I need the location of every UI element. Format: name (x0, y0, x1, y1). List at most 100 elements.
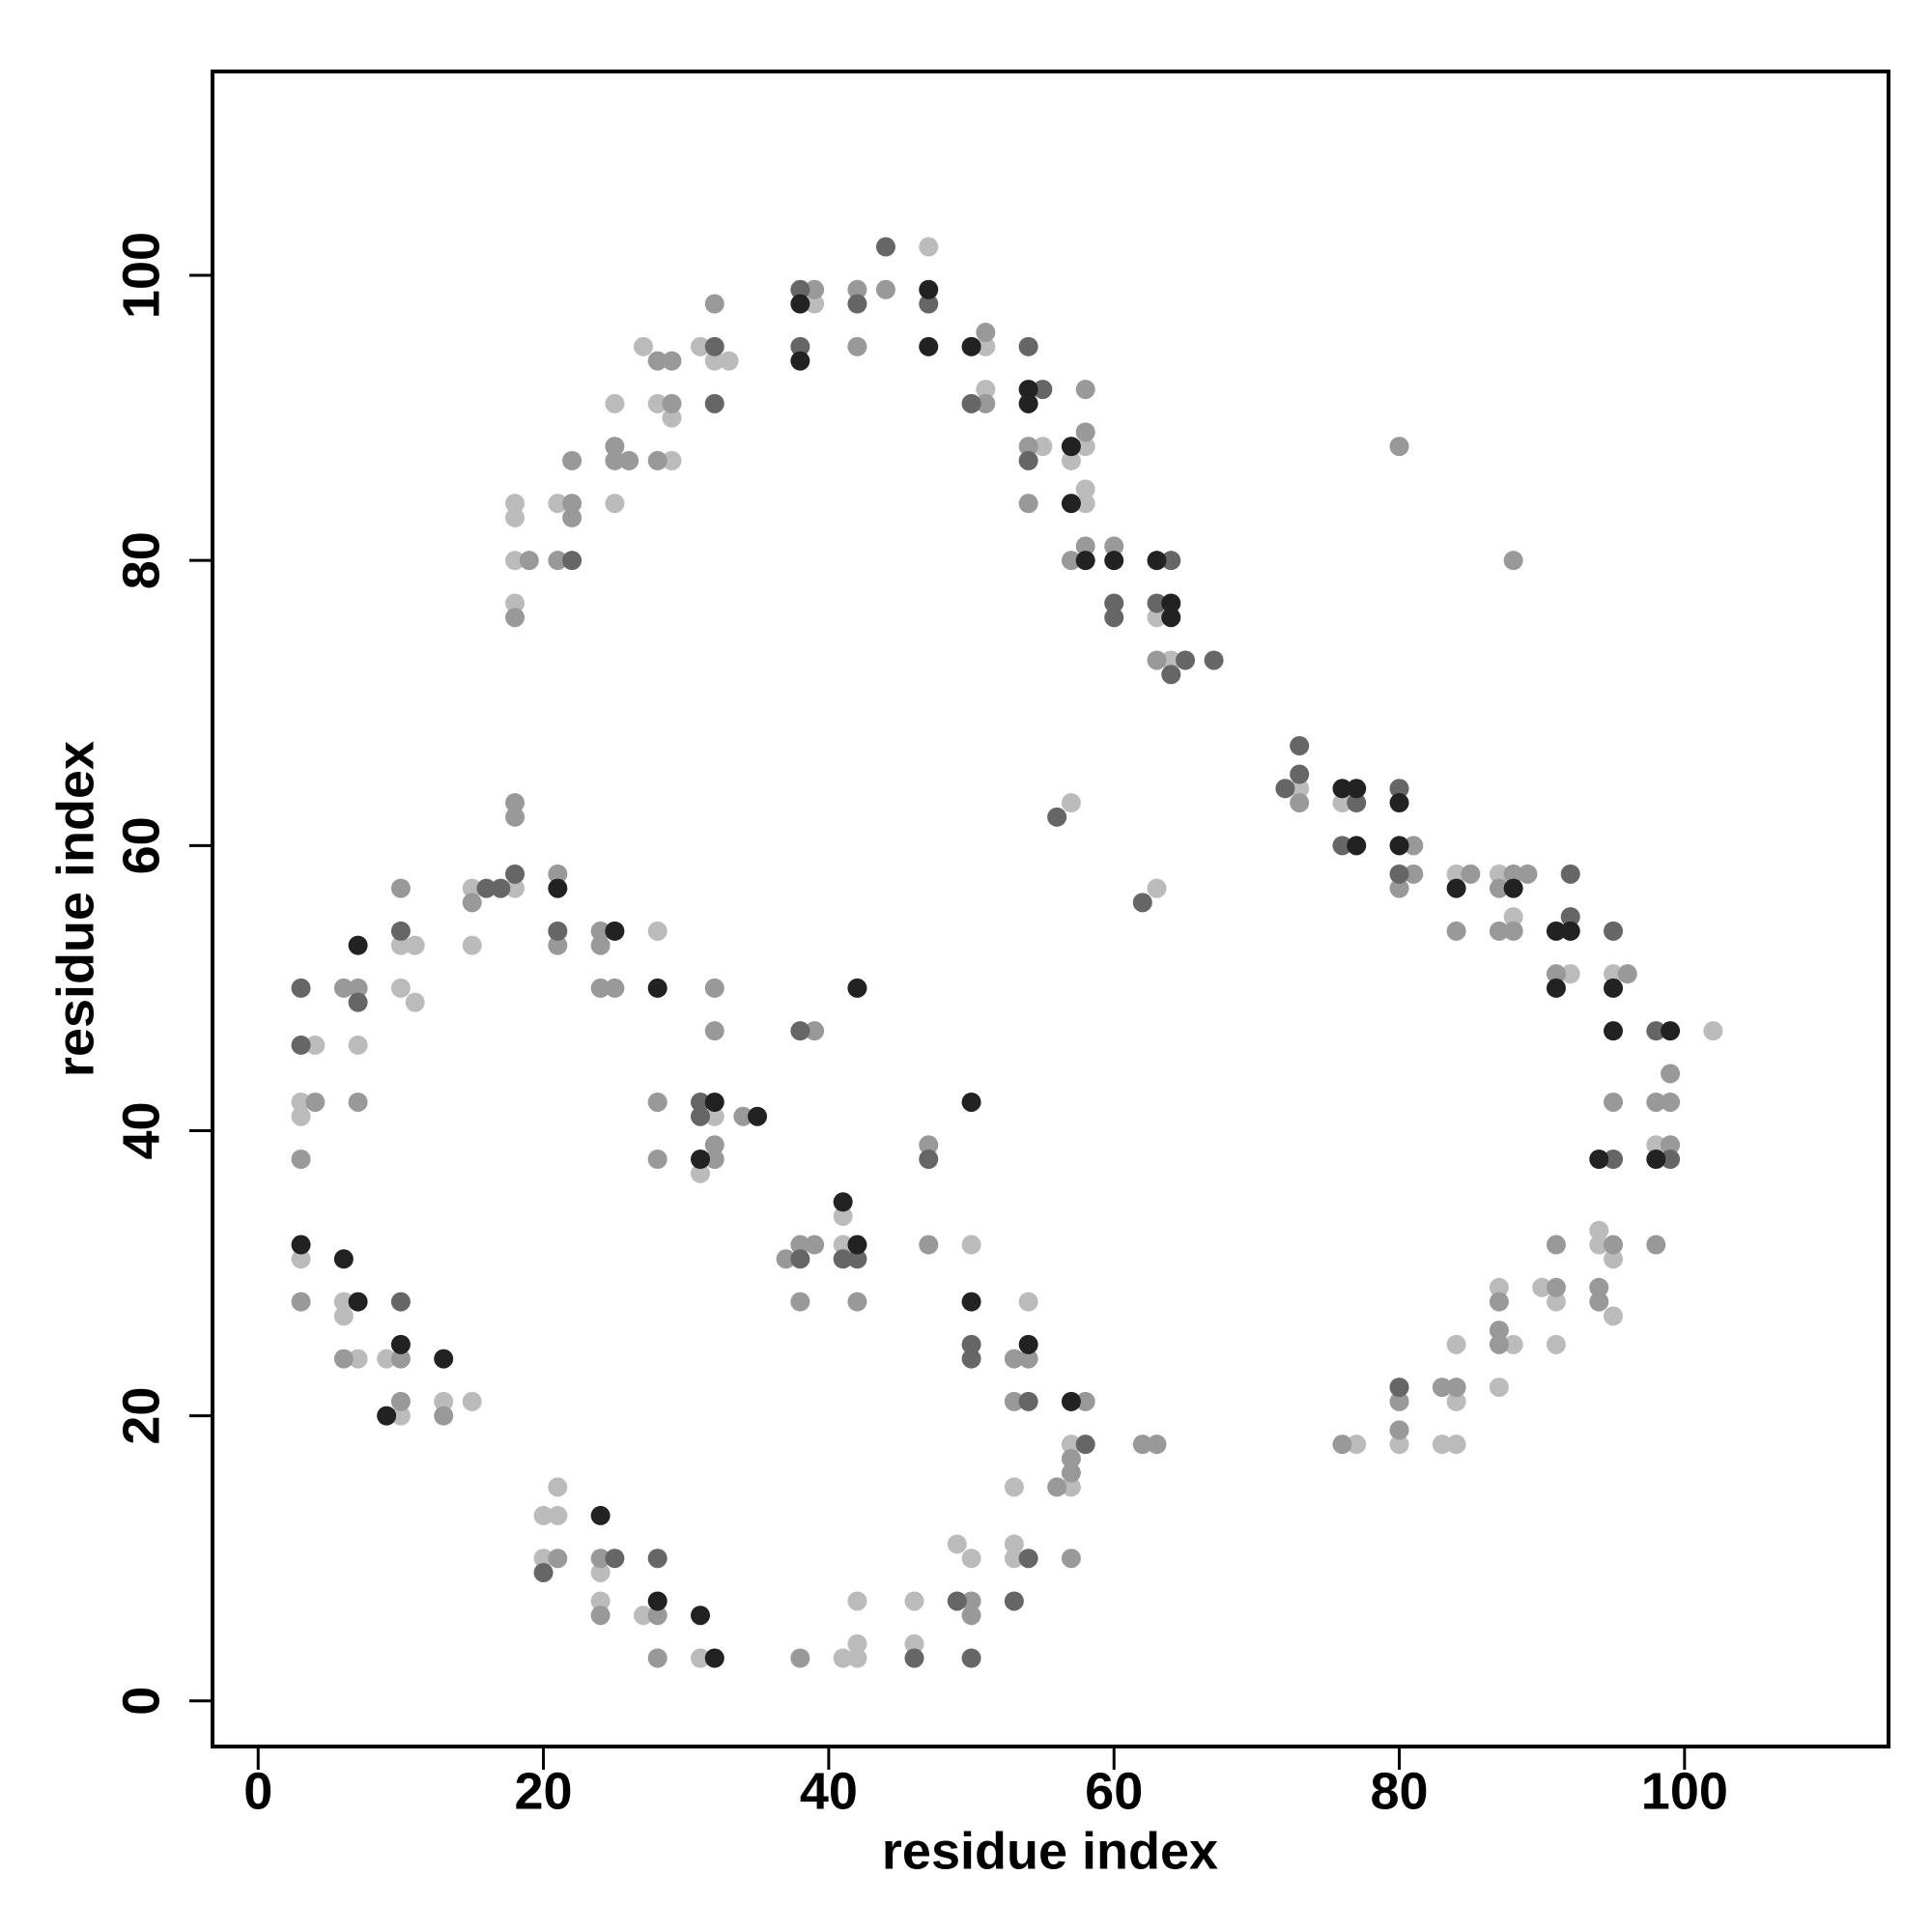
point (1147, 1435, 1167, 1455)
point (919, 294, 939, 314)
point (348, 1035, 368, 1055)
point (704, 351, 724, 371)
point (390, 1334, 411, 1354)
point (1061, 494, 1081, 514)
point (1489, 1292, 1509, 1312)
point (1389, 1378, 1409, 1398)
y-axis-title: residue index (46, 741, 104, 1077)
point (548, 935, 568, 955)
point (1161, 665, 1181, 685)
point (1661, 1064, 1681, 1084)
point (790, 1292, 810, 1312)
point (1489, 878, 1509, 898)
point (1703, 1021, 1723, 1041)
point (1147, 878, 1167, 898)
point (647, 1092, 668, 1112)
point (1389, 1420, 1409, 1440)
point (662, 450, 682, 470)
point (605, 1548, 625, 1569)
point (1661, 1149, 1681, 1169)
point (1389, 779, 1409, 799)
point (291, 1092, 311, 1112)
point (348, 1292, 368, 1312)
point (1004, 1391, 1024, 1411)
point (291, 1106, 311, 1126)
point (1503, 921, 1523, 941)
point (805, 1235, 825, 1255)
point (1489, 1334, 1509, 1354)
point (919, 1149, 939, 1169)
point (1104, 536, 1124, 556)
point (377, 1406, 397, 1426)
point (833, 1235, 853, 1255)
point (1389, 793, 1409, 813)
point (505, 807, 526, 827)
point (662, 408, 682, 428)
point (590, 978, 611, 998)
point (1033, 437, 1053, 457)
point (1546, 1334, 1566, 1354)
point (1489, 1378, 1509, 1398)
point (305, 1092, 326, 1112)
point (505, 494, 526, 514)
point (1518, 864, 1538, 884)
point (647, 1149, 668, 1169)
x-axis-title: residue index (882, 1822, 1218, 1880)
point (904, 1591, 924, 1611)
point (1604, 964, 1624, 984)
point (1104, 551, 1124, 571)
point (590, 1605, 611, 1626)
point (1047, 1477, 1067, 1497)
point (976, 323, 996, 343)
point (548, 1477, 568, 1497)
point (1075, 1391, 1095, 1411)
point (590, 1562, 611, 1582)
point (1589, 1277, 1609, 1297)
point (1404, 864, 1424, 884)
point (348, 935, 368, 955)
point (1646, 1021, 1666, 1041)
point (776, 1249, 796, 1269)
point (1389, 1391, 1409, 1411)
point (548, 1548, 568, 1569)
point (947, 1591, 967, 1611)
point (1489, 1321, 1509, 1341)
point (1061, 551, 1081, 571)
point (1290, 736, 1310, 756)
point (961, 393, 981, 413)
point (1075, 536, 1095, 556)
point (590, 1548, 611, 1569)
point (690, 1149, 710, 1169)
point (961, 1548, 981, 1569)
point (1161, 608, 1181, 628)
point (1104, 593, 1124, 613)
point (1075, 479, 1095, 499)
point (847, 1648, 867, 1668)
point (1018, 1391, 1038, 1411)
x-tick-label: 60 (1085, 1762, 1143, 1820)
y-tick-label: 60 (112, 816, 170, 874)
point (904, 1648, 924, 1668)
x-tick-label: 20 (515, 1762, 573, 1820)
point (976, 393, 996, 413)
point (919, 336, 939, 356)
point (961, 1235, 981, 1255)
point (1646, 1149, 1666, 1169)
point (1347, 836, 1367, 856)
point (1446, 864, 1466, 884)
point (904, 1634, 924, 1654)
point (647, 393, 668, 413)
x-tick-label: 80 (1370, 1762, 1428, 1820)
point (590, 1591, 611, 1611)
point (1075, 437, 1095, 457)
point (1018, 393, 1038, 413)
point (434, 1406, 454, 1426)
point (1104, 608, 1124, 628)
point (1546, 1235, 1566, 1255)
point (1347, 793, 1367, 813)
point (605, 494, 625, 514)
point (1661, 1135, 1681, 1155)
point (790, 1648, 810, 1668)
point (1061, 1548, 1081, 1569)
point (1389, 836, 1409, 856)
